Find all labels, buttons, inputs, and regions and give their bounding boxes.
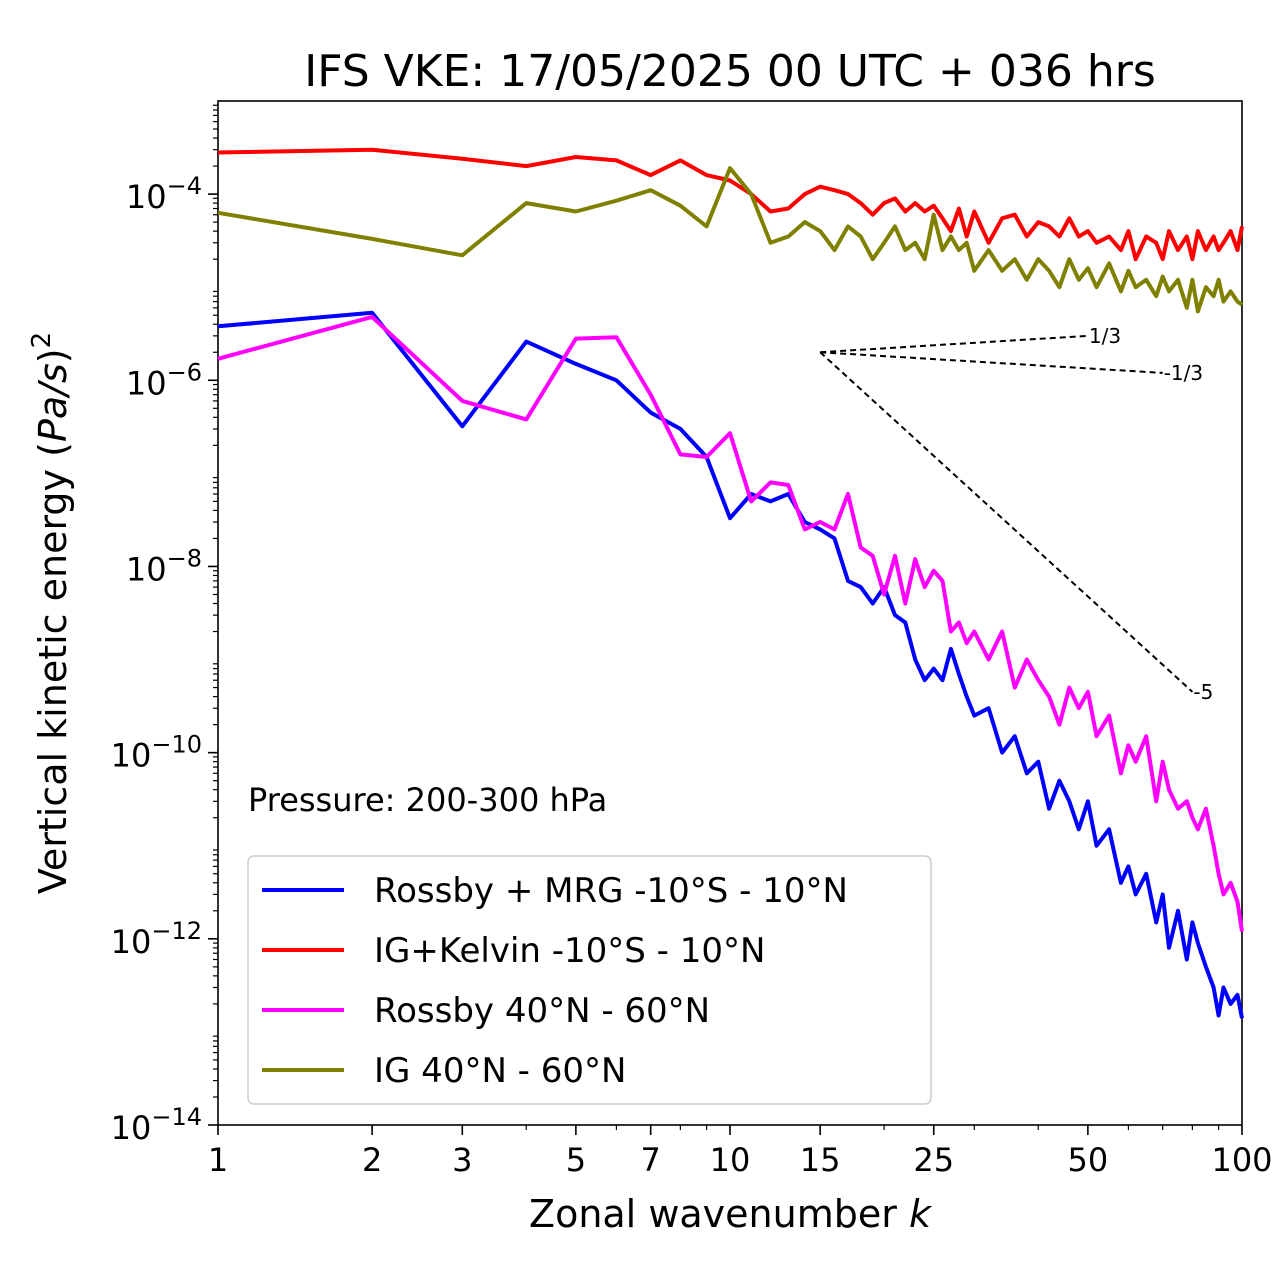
slope-label-2: -1/3 bbox=[1164, 361, 1203, 385]
x-tick-label: 2 bbox=[362, 1141, 382, 1179]
x-tick-label: 1 bbox=[208, 1141, 228, 1179]
x-tick-label: 15 bbox=[800, 1141, 841, 1179]
slope-line-2 bbox=[820, 351, 1163, 374]
series-line-3 bbox=[217, 314, 1244, 932]
y-tick-label: 10−12 bbox=[111, 917, 202, 961]
legend-label-3: Rossby 40°N - 60°N bbox=[374, 991, 710, 1031]
series-line-1 bbox=[217, 310, 1244, 1019]
legend-label-1: Rossby + MRG -10°S - 10°N bbox=[374, 871, 848, 911]
y-axis-label-close: ) bbox=[31, 348, 75, 363]
y-tick-label: 10−10 bbox=[111, 731, 202, 775]
x-tick-label: 50 bbox=[1068, 1141, 1109, 1179]
y-tick-label: 10−6 bbox=[126, 358, 202, 402]
slope-line-3 bbox=[819, 351, 1194, 693]
chart-title: IFS VKE: 17/05/2025 00 UTC + 036 hrs bbox=[304, 46, 1156, 97]
x-tick-label: 25 bbox=[913, 1141, 954, 1179]
x-tick-label: 5 bbox=[566, 1141, 586, 1179]
x-tick-label: 3 bbox=[452, 1141, 472, 1179]
x-axis-ticks: 1 2 3 5 7 10 15 25 50 100 bbox=[208, 1125, 1273, 1179]
legend: Rossby + MRG -10°S - 10°N IG+Kelvin -10°S… bbox=[247, 855, 932, 1105]
x-tick-label: 10 bbox=[710, 1141, 751, 1179]
slope-line-1 bbox=[820, 334, 1088, 354]
reference-slopes: 1/3 -1/3 -5 bbox=[819, 324, 1213, 704]
y-tick-label: 10−14 bbox=[111, 1103, 202, 1147]
series-layer bbox=[217, 147, 1244, 1019]
x-axis-label: Zonal wavenumber k bbox=[529, 1192, 933, 1236]
pressure-annotation: Pressure: 200-300 hPa bbox=[248, 781, 607, 819]
y-axis-label: Vertical kinetic energy (Pa/s)2 bbox=[27, 332, 75, 894]
y-tick-label: 10−8 bbox=[126, 544, 202, 588]
y-axis-label-text: Vertical kinetic energy ( bbox=[31, 442, 75, 894]
y-axis-ticks: 10−4 10−6 10−8 10−10 10−12 10−14 bbox=[111, 104, 218, 1147]
y-axis-label-exp: 2 bbox=[27, 332, 57, 349]
x-tick-label: 7 bbox=[641, 1141, 661, 1179]
slope-label-3: -5 bbox=[1193, 680, 1213, 704]
y-axis-label-var: Pa/s bbox=[31, 363, 75, 442]
x-tick-label: 100 bbox=[1211, 1141, 1272, 1179]
slope-label-1: 1/3 bbox=[1089, 324, 1121, 348]
legend-label-2: IG+Kelvin -10°S - 10°N bbox=[374, 931, 765, 971]
x-axis-label-var: k bbox=[909, 1192, 933, 1236]
legend-frame bbox=[247, 855, 932, 1105]
y-tick-label: 10−4 bbox=[126, 172, 202, 216]
series-line-4 bbox=[217, 166, 1244, 314]
x-axis-label-text: Zonal wavenumber bbox=[529, 1192, 909, 1236]
legend-label-4: IG 40°N - 60°N bbox=[374, 1051, 626, 1091]
